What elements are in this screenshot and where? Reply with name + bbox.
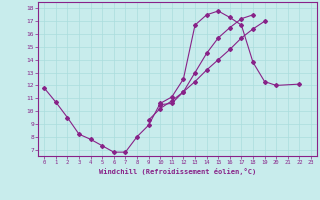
X-axis label: Windchill (Refroidissement éolien,°C): Windchill (Refroidissement éolien,°C) xyxy=(99,168,256,175)
